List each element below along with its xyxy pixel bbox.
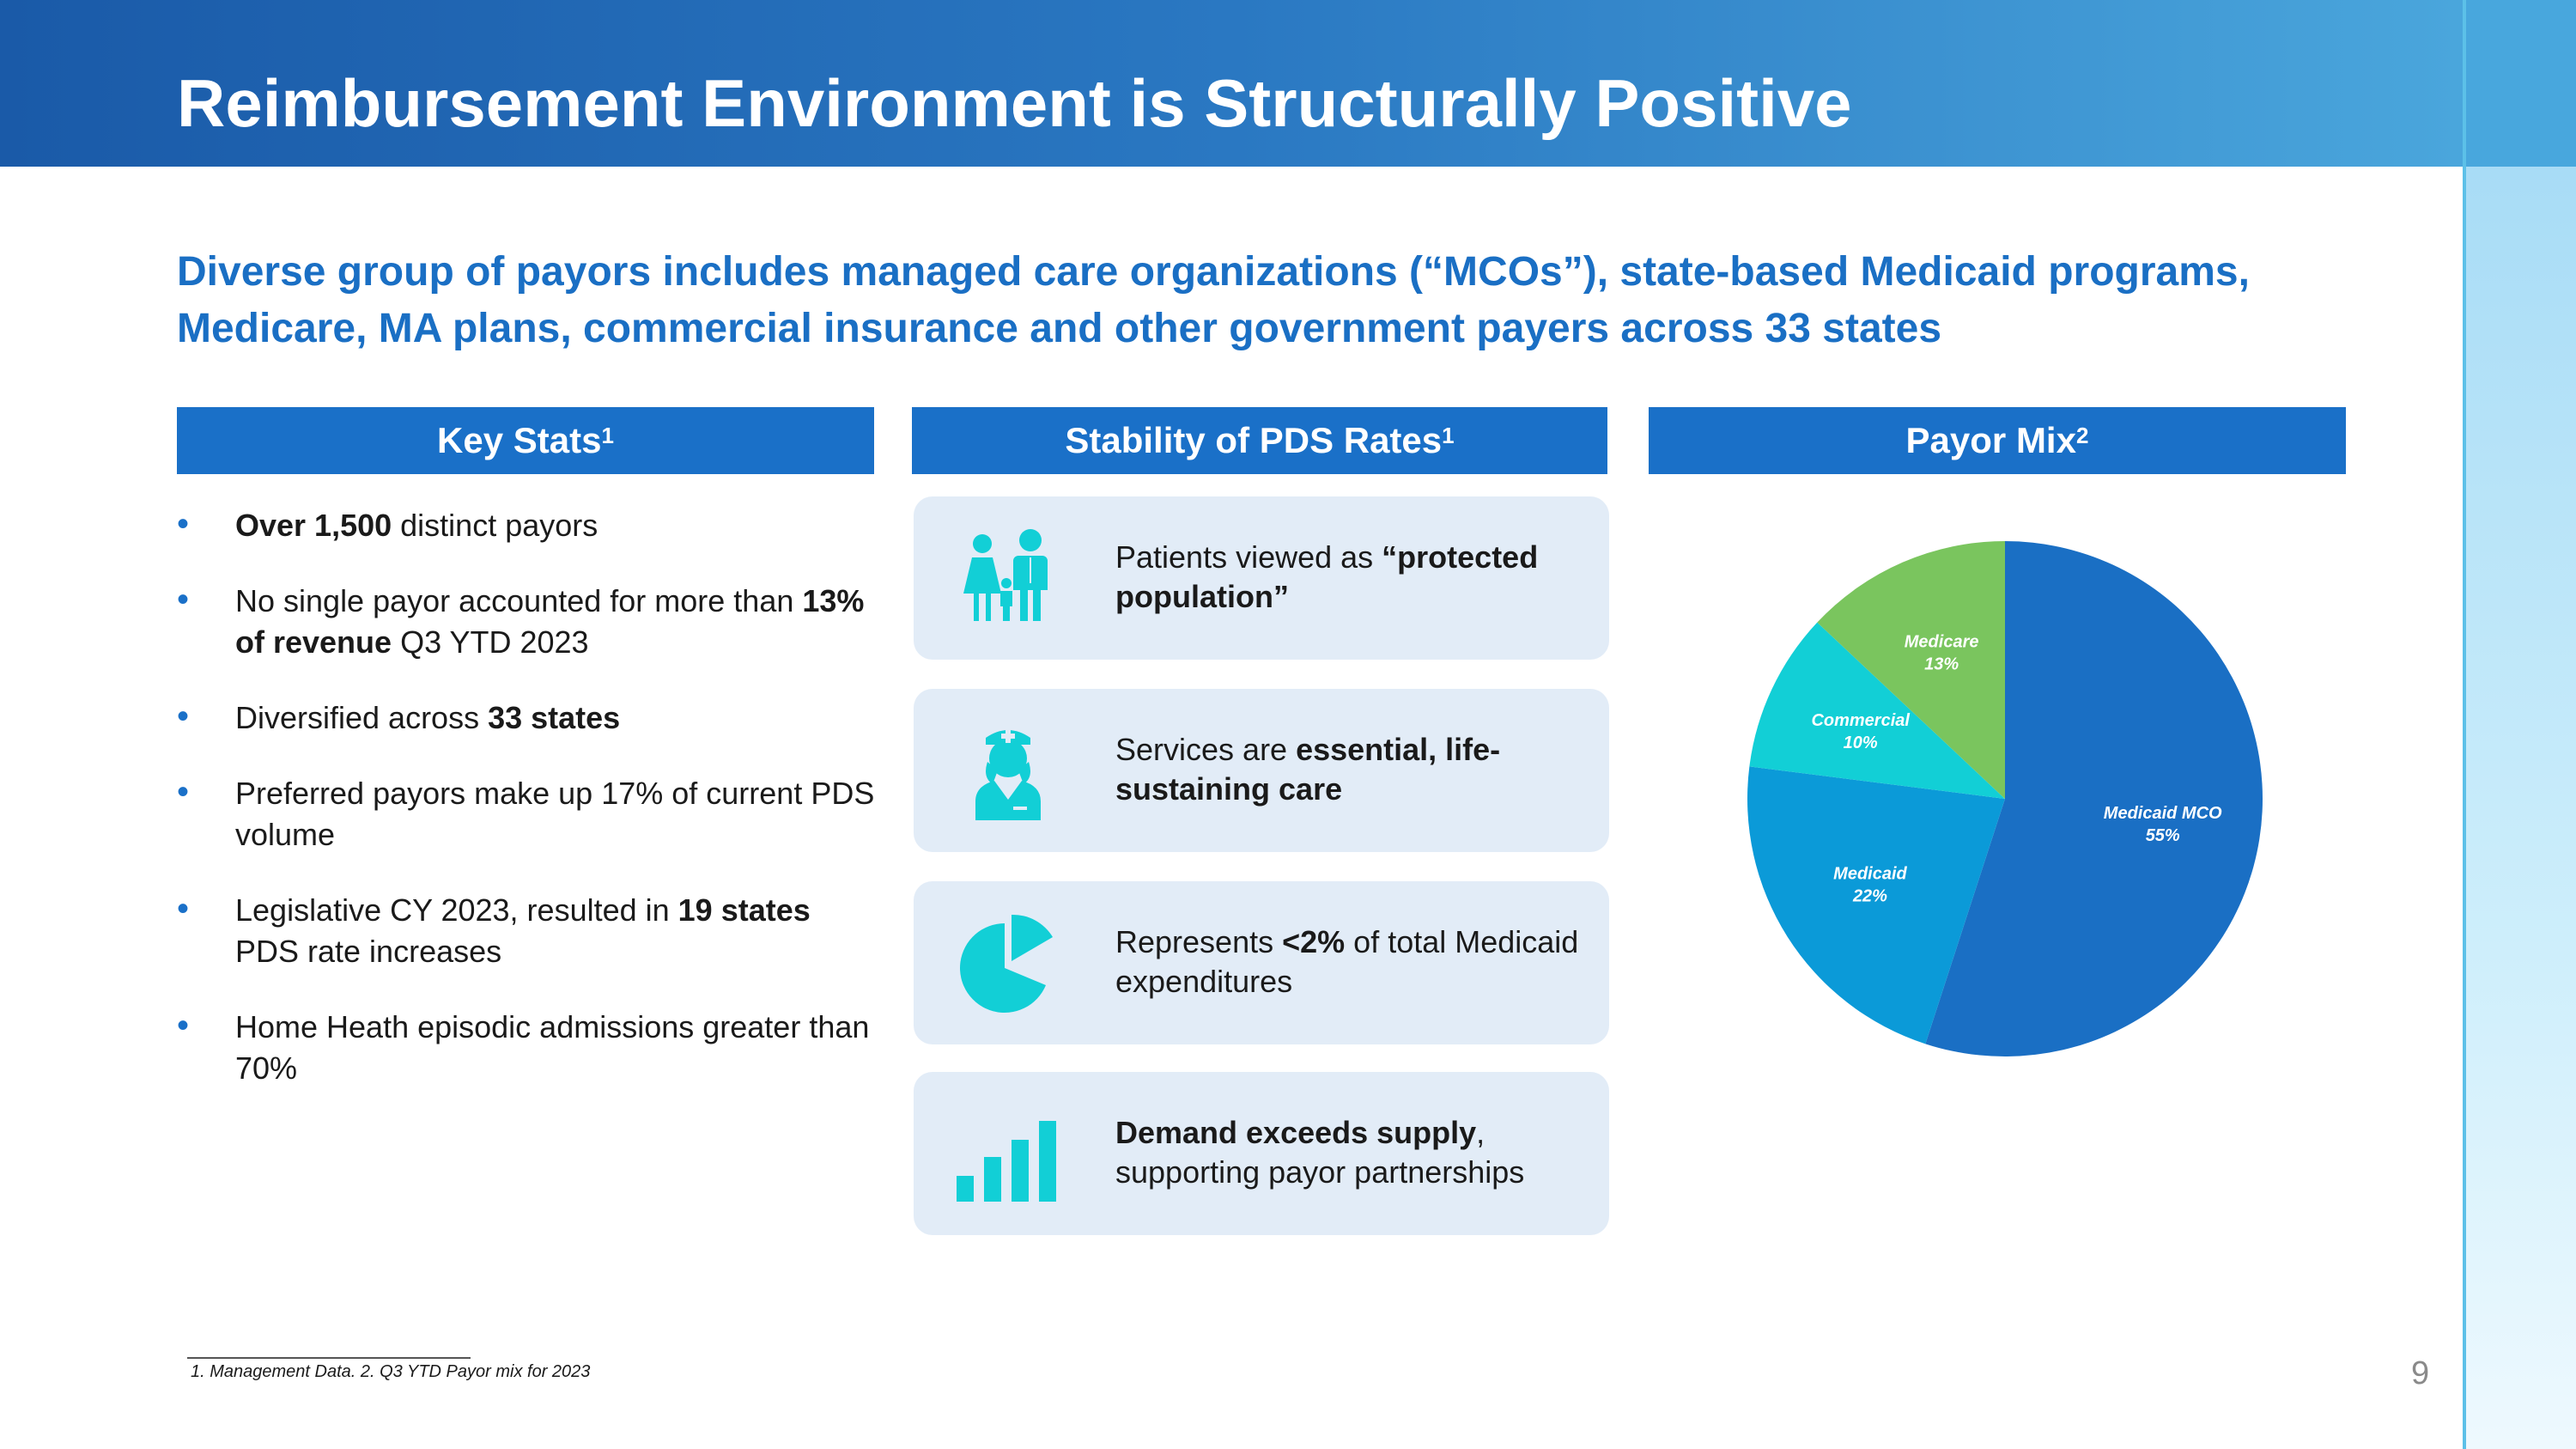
bullet-icon: •: [177, 1007, 190, 1044]
payor-mix-label: Payor Mix: [1905, 420, 2076, 460]
pie-value-label: 10%: [1844, 734, 1878, 752]
card-text: Demand exceeds supply, supporting payor …: [1115, 1115, 1525, 1190]
payor-mix-sup: 2: [2075, 422, 2089, 448]
card-text: Patients viewed as “protected population…: [1115, 539, 1539, 614]
pie-value-label: 13%: [1924, 654, 1959, 673]
card-text: Services are essential, life-sustaining …: [1115, 732, 1501, 807]
stability-card: Represents <2% of total Medicaid expendi…: [914, 881, 1609, 1044]
subtitle: Diverse group of payors includes managed…: [177, 249, 2250, 351]
pie-slice-medicaid: [1747, 766, 2005, 1044]
list-item: • Preferred payors make up 17% of current…: [177, 773, 875, 852]
header-accent: [2466, 0, 2576, 167]
key-stats-sup: 1: [601, 422, 614, 448]
footnote-divider: [187, 1357, 471, 1359]
bar-chart-icon: [957, 1121, 1056, 1202]
list-item: • No single payor accounted for more than…: [177, 581, 865, 660]
footnote: 1. Management Data. 2. Q3 YTD Payor mix …: [191, 1362, 591, 1381]
card-text: Represents <2% of total Medicaid expendi…: [1115, 924, 1579, 999]
pie-label: Medicaid: [1833, 865, 1907, 884]
pie-label: Medicare: [1905, 632, 1979, 651]
bullet-icon: •: [177, 697, 190, 735]
stability-sup: 1: [1442, 422, 1455, 448]
bullet-icon: •: [177, 773, 190, 811]
pie-chart-icon: [960, 914, 1053, 1013]
stability-header: Stability of PDS Rates 1: [912, 407, 1607, 474]
stability-card: Patients viewed as “protected population…: [914, 496, 1609, 660]
right-strip: [2463, 167, 2576, 1449]
bullet-icon: •: [177, 505, 190, 543]
payor-mix-pie-chart: Medicaid MCO 55% Medicaid 22% Commercial 10% M…: [1747, 541, 2263, 1056]
page-number: 9: [2411, 1355, 2430, 1391]
list-item: • Legislative CY 2023, resulted in 19 sta…: [177, 890, 811, 969]
bullet-icon: •: [177, 581, 190, 618]
nurse-icon: [975, 729, 1041, 820]
pie-label: Medicaid MCO: [2104, 804, 2222, 823]
list-item: • Home Heath episodic admissions greater …: [177, 1007, 870, 1086]
pie-slice-commercial: [1749, 622, 2005, 799]
pie-slice-medicare: [1817, 541, 2005, 799]
list-item: • Diversified across 33 states: [177, 697, 621, 735]
stability-label: Stability of PDS Rates: [1065, 420, 1443, 460]
key-stats-label: Key Stats: [437, 420, 602, 460]
header-bar: [0, 0, 2463, 167]
page-title: Reimbursement Environment is Structurall…: [177, 65, 1852, 141]
key-stats-header: Key Stats 1: [177, 407, 874, 474]
stability-card: Demand exceeds supply, supporting payor …: [914, 1072, 1609, 1235]
list-item: • Over 1,500 distinct payors: [177, 505, 598, 543]
stability-card: Services are essential, life-sustaining …: [914, 689, 1609, 852]
payor-mix-header: Payor Mix 2: [1649, 407, 2346, 474]
family-icon: [963, 529, 1048, 621]
pie-slice-medicaid-mco: [1925, 541, 2263, 1056]
pie-label: Commercial: [1811, 711, 1910, 730]
bullet-icon: •: [177, 890, 190, 928]
pie-value-label: 55%: [2146, 826, 2180, 845]
pie-value-label: 22%: [1852, 887, 1887, 906]
right-divider: [2463, 0, 2466, 1449]
key-stats-list: • Over 1,500 distinct payors • No single p…: [177, 505, 881, 1123]
